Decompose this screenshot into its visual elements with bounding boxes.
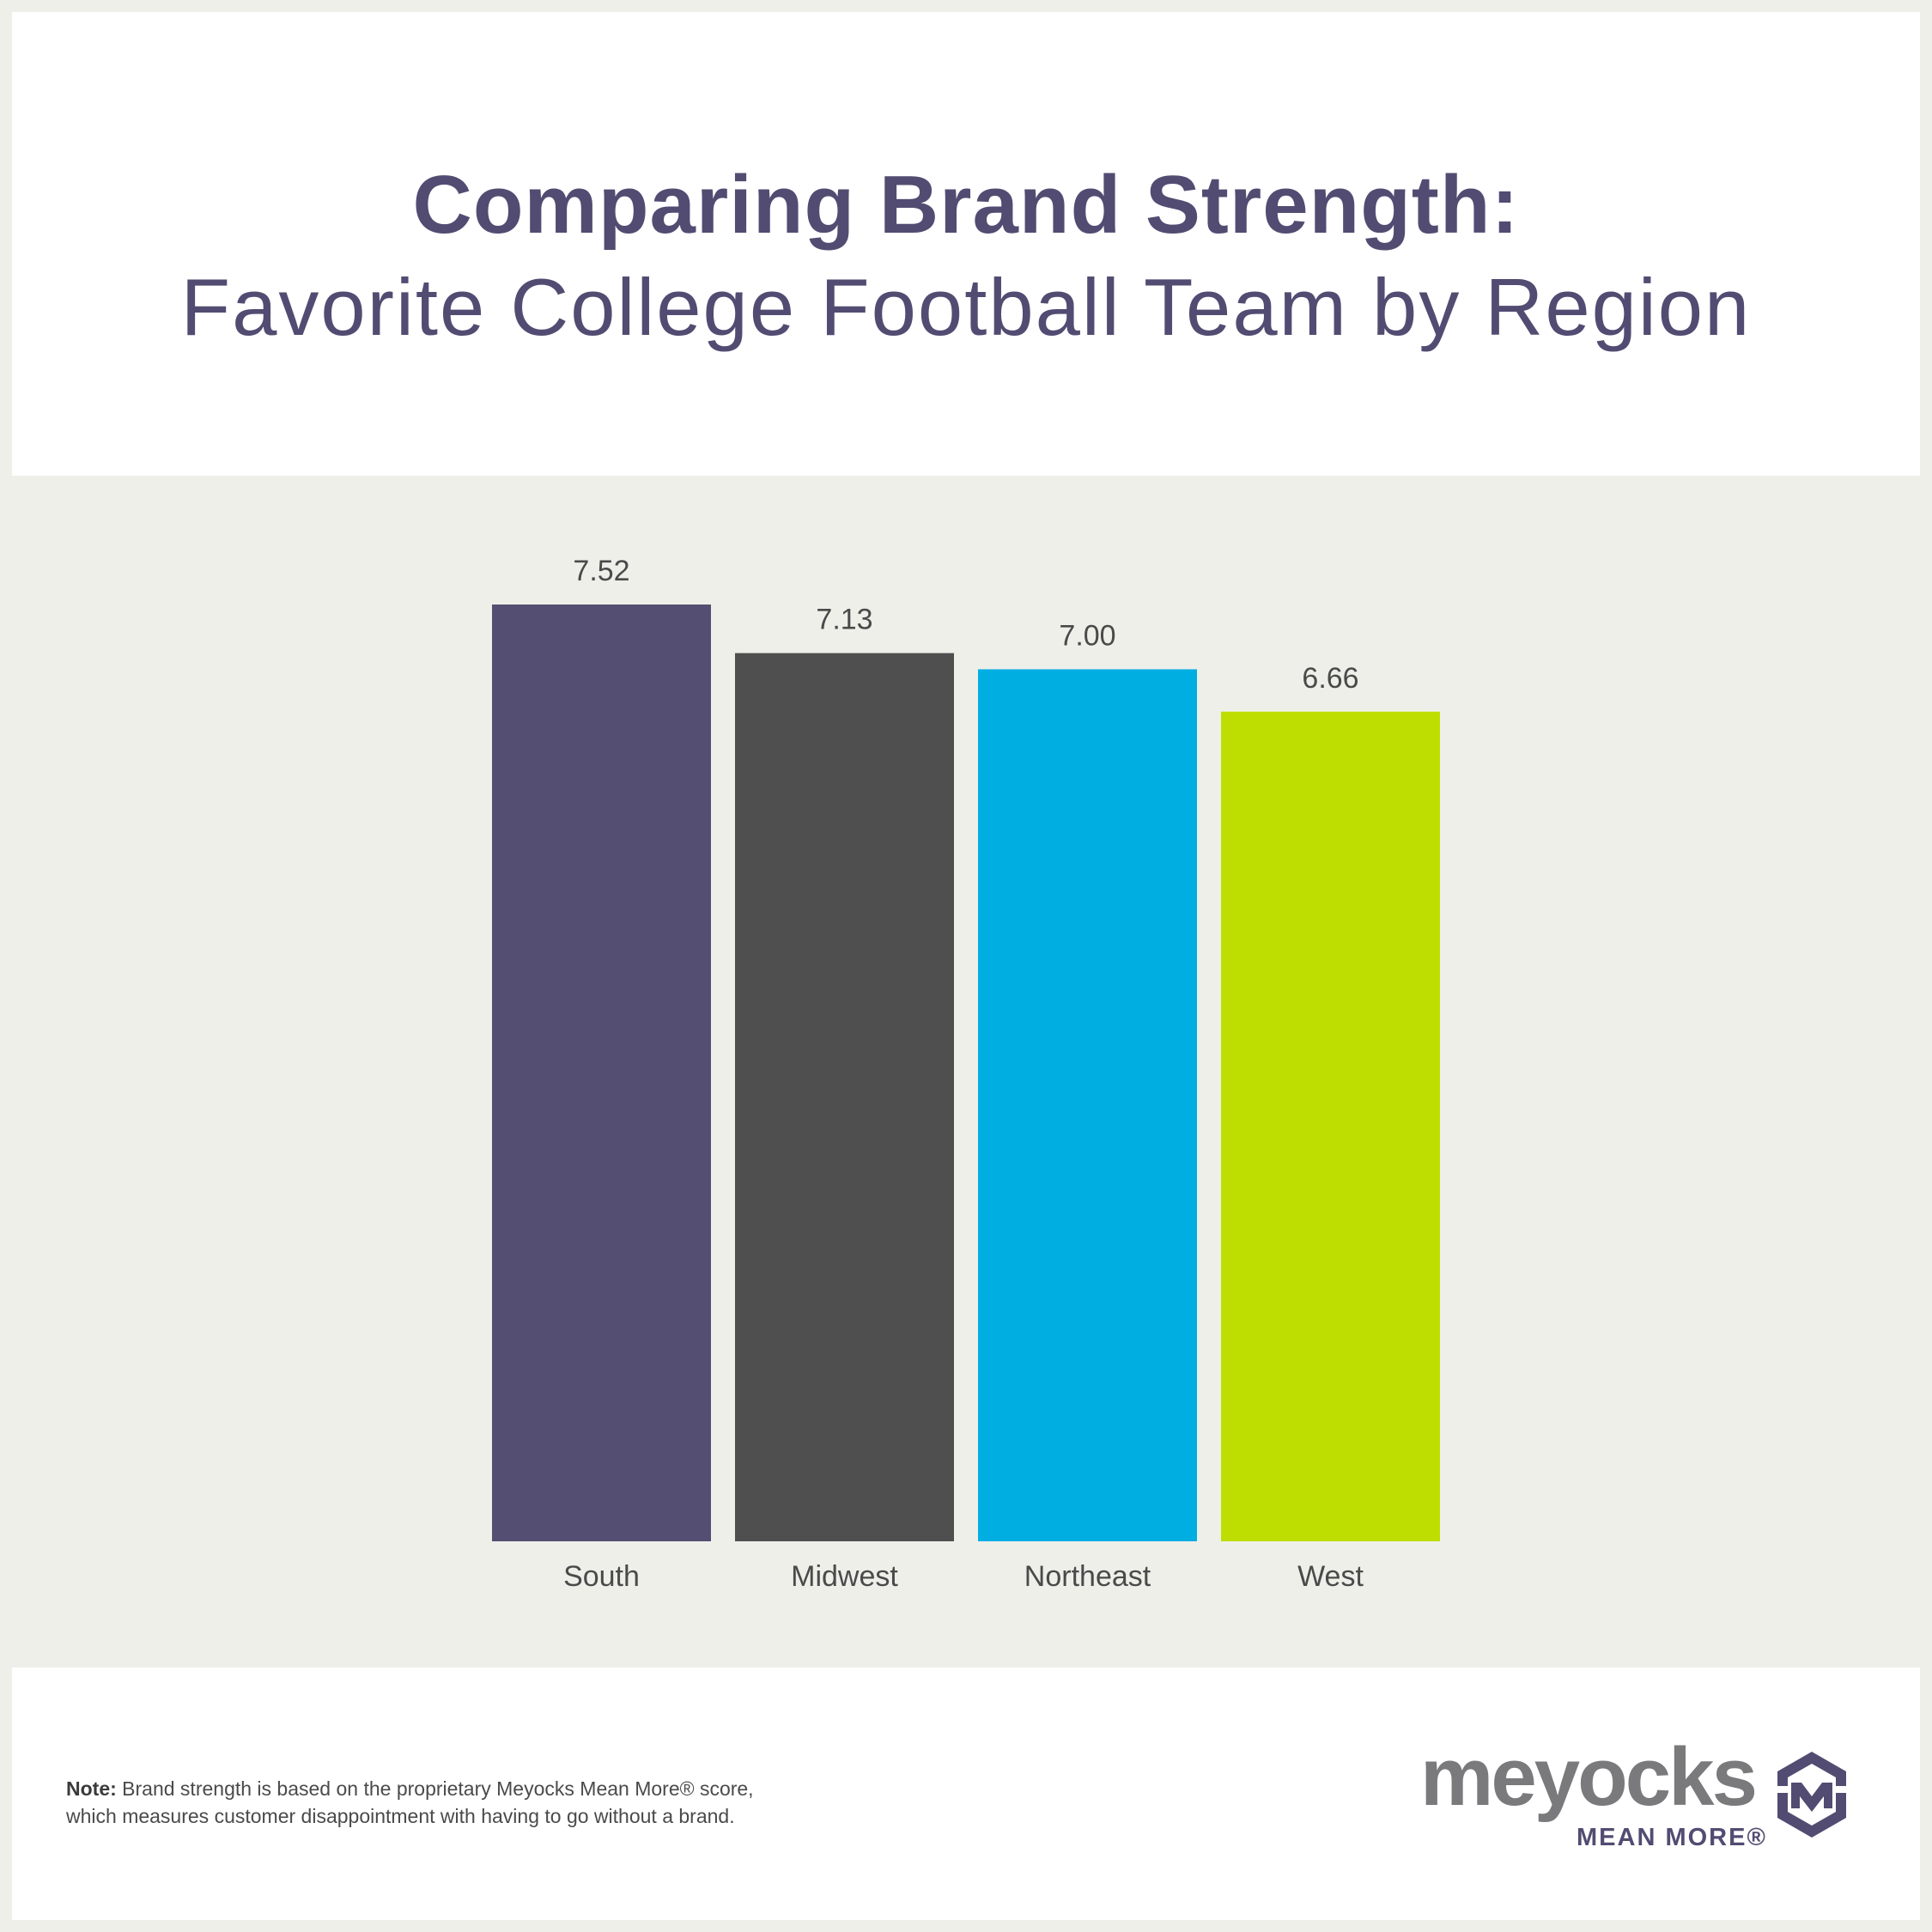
value-label-south: 7.52 xyxy=(573,555,629,587)
bar-south xyxy=(492,605,711,1541)
value-label-west: 6.66 xyxy=(1302,662,1358,695)
footer-panel: Note: Brand strength is based on the pro… xyxy=(12,1668,1920,1920)
logo-wordmark: meyocks xyxy=(1420,1731,1758,1823)
category-label-midwest: Midwest xyxy=(791,1560,898,1593)
bar-west xyxy=(1221,711,1440,1541)
note-text-line2: which measures customer disappointment w… xyxy=(66,1805,735,1827)
value-label-northeast: 7.00 xyxy=(1059,619,1115,652)
chart-subtitle: Favorite College Football Team by Region xyxy=(180,262,1752,352)
bar-chart: 7.52 South 7.13 Midwest 7.00 Northeast 6.66 Wes… xyxy=(0,477,1932,1666)
note-label: Note: xyxy=(66,1777,117,1800)
bar-midwest xyxy=(735,653,954,1542)
category-label-west: West xyxy=(1297,1560,1364,1593)
category-label-northeast: Northeast xyxy=(1024,1560,1151,1593)
meyocks-m-hexagon-icon xyxy=(1777,1752,1846,1838)
bar-chart-svg: 7.52 South 7.13 Midwest 7.00 Northeast 6.66 Wes… xyxy=(492,555,1440,1593)
note-text-line1: Brand strength is based on the proprieta… xyxy=(122,1777,754,1800)
value-label-midwest: 7.13 xyxy=(816,604,872,636)
bar-northeast xyxy=(978,669,1197,1541)
logo-tagline: MEAN MORE® xyxy=(1577,1824,1767,1851)
chart-title: Comparing Brand Strength: xyxy=(412,159,1520,251)
meyocks-logo: meyocks MEAN MORE® xyxy=(1420,1735,1867,1863)
category-label-south: South xyxy=(563,1560,640,1593)
header-panel: Comparing Brand Strength: Favorite Colle… xyxy=(12,12,1920,476)
footnote: Note: Brand strength is based on the pro… xyxy=(66,1775,925,1830)
